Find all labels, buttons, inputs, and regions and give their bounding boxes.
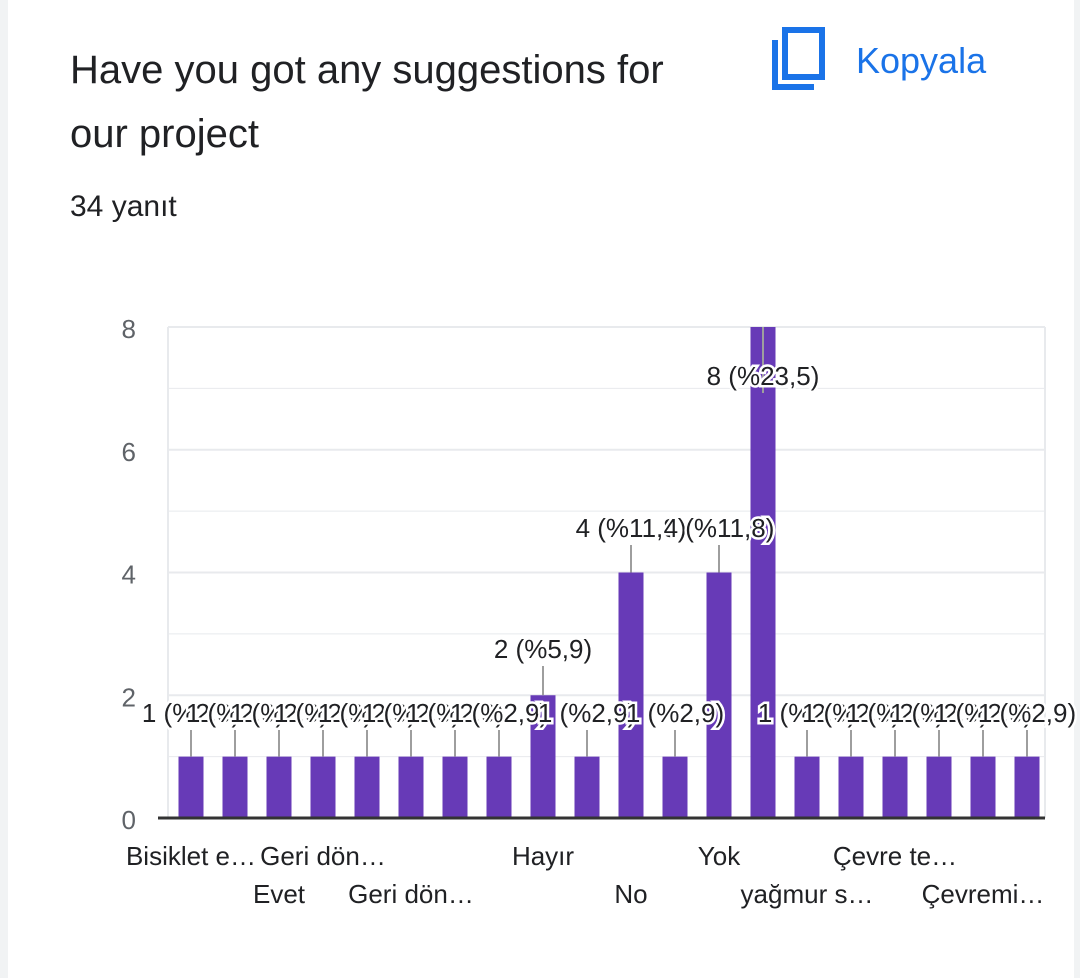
bar <box>222 756 248 818</box>
x-tick-label: Geri dön… <box>348 879 474 909</box>
bar <box>926 756 952 818</box>
data-label: 1 (%2,9) <box>978 698 1076 728</box>
data-label: 1 (%2,9) <box>890 698 988 728</box>
copy-button[interactable]: Kopyala <box>770 26 1010 96</box>
y-tick-label: 4 <box>122 560 136 590</box>
y-tick-label: 2 <box>122 682 136 712</box>
data-label: 1 (%2,9) <box>274 698 372 728</box>
data-label: 1 (%2,9) <box>230 698 328 728</box>
card-edge-right <box>1074 0 1080 978</box>
x-tick-label: Hayır <box>512 841 574 871</box>
bar <box>530 695 556 818</box>
data-label: 1 (%2,9) <box>318 698 416 728</box>
data-label: 1 (%2,9) <box>142 698 240 728</box>
data-label: 1 (%2,9) <box>406 698 504 728</box>
bar <box>574 756 600 818</box>
data-label: 1 (%2,9) <box>538 698 636 728</box>
data-label: 1 (%2,9) <box>802 698 900 728</box>
bar <box>706 572 732 818</box>
copy-icon <box>770 26 826 97</box>
data-label: 1 (%2,9) <box>450 698 548 728</box>
bar <box>662 756 688 818</box>
y-tick-label: 6 <box>122 437 136 467</box>
bar <box>882 756 908 818</box>
bar <box>618 572 644 818</box>
x-tick-label: Bisiklet e… <box>126 841 256 871</box>
data-label: 8 (%23,5) <box>707 361 820 391</box>
bar <box>794 756 820 818</box>
x-tick-label: Çevre te… <box>833 841 957 871</box>
bar <box>266 756 292 818</box>
bar <box>178 756 204 818</box>
x-tick-label: Geri dön… <box>260 841 386 871</box>
data-label: 1 (%2,9) <box>626 698 724 728</box>
data-label: 4 (%11,8) <box>664 513 775 543</box>
copy-button-label: Kopyala <box>856 40 987 81</box>
x-tick-label: Yok <box>698 841 741 871</box>
x-tick-label: Çevremi… <box>922 879 1045 909</box>
x-tick-label: No <box>614 879 647 909</box>
card-edge-left <box>0 0 8 978</box>
response-count: 34 yanıt <box>70 190 177 223</box>
data-label: 1 (%2,9) <box>758 698 856 728</box>
data-label: 1 (%2,9) <box>186 698 284 728</box>
bar <box>750 327 776 818</box>
data-label: 2 (%5,9) <box>494 634 592 664</box>
x-tick-label: yağmur s… <box>741 879 874 909</box>
data-label: 1 (%2,9) <box>846 698 944 728</box>
bar <box>398 756 424 818</box>
bar <box>310 756 336 818</box>
y-tick-label: 8 <box>122 314 136 344</box>
y-tick-label: 0 <box>122 805 136 835</box>
bar <box>442 756 468 818</box>
data-label: 1 (%2,9) <box>362 698 460 728</box>
question-title: Have you got any suggestions for our pro… <box>70 48 664 156</box>
data-label: 1 (%2,9) <box>934 698 1032 728</box>
bar <box>486 756 512 818</box>
bar <box>970 756 996 818</box>
bar <box>1014 756 1040 818</box>
bar <box>354 756 380 818</box>
data-label: 4 (%11,8) <box>576 513 687 543</box>
x-tick-label: Evet <box>253 879 306 909</box>
bar <box>838 756 864 818</box>
